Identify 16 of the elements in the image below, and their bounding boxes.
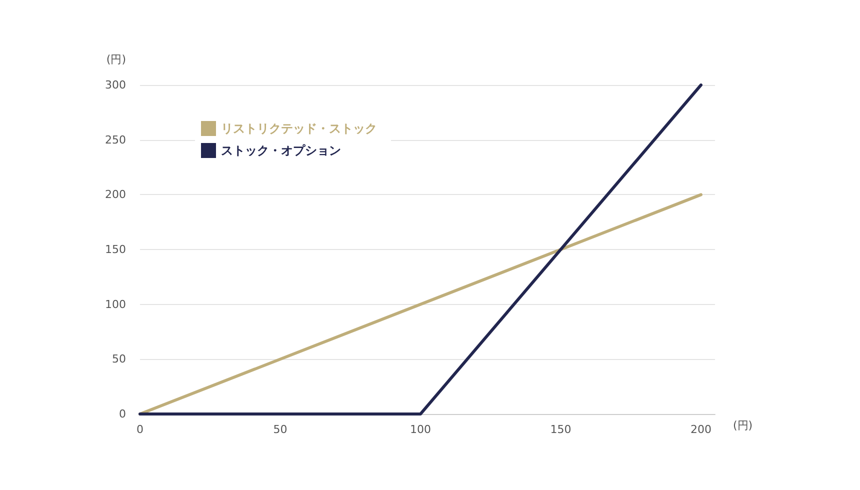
x-tick-label: 150 [550,423,572,436]
y-tick-label: 150 [105,243,126,256]
x-tick-label: 0 [136,423,144,436]
legend-label: リストリクテッド・ストック [221,122,377,136]
x-axis-title: (円) [733,419,753,432]
y-tick-label: 200 [105,188,126,202]
y-tick-label: 100 [105,298,126,311]
x-tick-label: 200 [690,423,712,436]
y-tick-label: 50 [112,352,126,366]
legend-label: ストック・オプション [221,144,341,158]
y-tick-label: 250 [105,133,126,146]
x-tick-label: 50 [273,423,288,436]
y-tick-label: 300 [105,78,126,92]
y-tick-label: 0 [119,408,126,420]
y-axis-title: (円) [106,53,126,66]
x-tick-label: 100 [410,423,431,436]
